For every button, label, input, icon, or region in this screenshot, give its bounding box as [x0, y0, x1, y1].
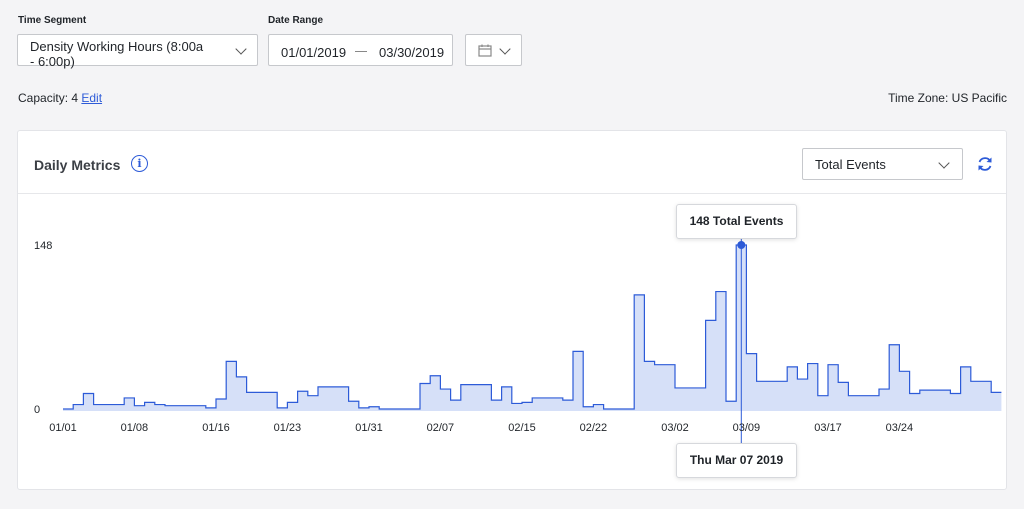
hover-point: [737, 241, 746, 249]
panel-title: Daily Metrics: [34, 157, 121, 173]
date-to-value[interactable]: 03/30/2019: [379, 45, 445, 60]
x-tick-label: 03/17: [814, 422, 842, 434]
x-tick-label: 01/23: [274, 422, 302, 434]
x-tick-label: 03/09: [733, 422, 761, 434]
x-tick-label: 03/02: [661, 422, 689, 434]
metric-select[interactable]: Total Events: [802, 148, 963, 180]
x-tick-label: 03/24: [886, 422, 914, 434]
value-tooltip: 148 Total Events: [676, 204, 797, 239]
calendar-icon: [478, 44, 492, 57]
time-segment-value: Density Working Hours (8:00a - 6:00p): [30, 39, 204, 69]
daily-metrics-panel: Daily Metrics i Total Events: [17, 130, 1007, 490]
panel-header: Daily Metrics i Total Events: [18, 131, 1006, 194]
info-icon[interactable]: i: [131, 155, 148, 172]
capacity-label: Capacity: 4: [18, 91, 79, 105]
capacity-edit-link[interactable]: Edit: [81, 91, 103, 105]
metric-select-value: Total Events: [815, 157, 886, 172]
x-tick-label: 02/07: [427, 422, 455, 434]
y-tick-label: 148: [34, 240, 52, 252]
date-range-input[interactable]: 01/01/2019 03/30/2019: [268, 34, 453, 66]
calendar-dropdown[interactable]: [465, 34, 522, 66]
capacity: Capacity: 4 Edit: [18, 91, 102, 105]
time-segment-select[interactable]: Density Working Hours (8:00a - 6:00p): [17, 34, 258, 69]
x-tick-label: 02/15: [508, 422, 536, 434]
x-tick-label: 01/31: [355, 422, 383, 434]
y-tick-label: 0: [34, 404, 40, 416]
refresh-icon[interactable]: [976, 155, 994, 173]
date-from-value[interactable]: 01/01/2019: [281, 45, 347, 60]
time-segment-label: Time Segment: [18, 15, 87, 26]
date-tooltip: Thu Mar 07 2019: [676, 443, 797, 478]
x-tick-label: 01/01: [49, 422, 77, 434]
date-range-label: Date Range: [268, 15, 324, 26]
time-zone: Time Zone: US Pacific: [888, 91, 1007, 105]
chart-line: [63, 244, 1002, 410]
x-tick-label: 01/16: [202, 422, 230, 434]
chart-area: [63, 245, 1002, 411]
date-separator: [355, 51, 367, 52]
x-tick-label: 02/22: [580, 422, 608, 434]
x-tick-label: 01/08: [121, 422, 149, 434]
